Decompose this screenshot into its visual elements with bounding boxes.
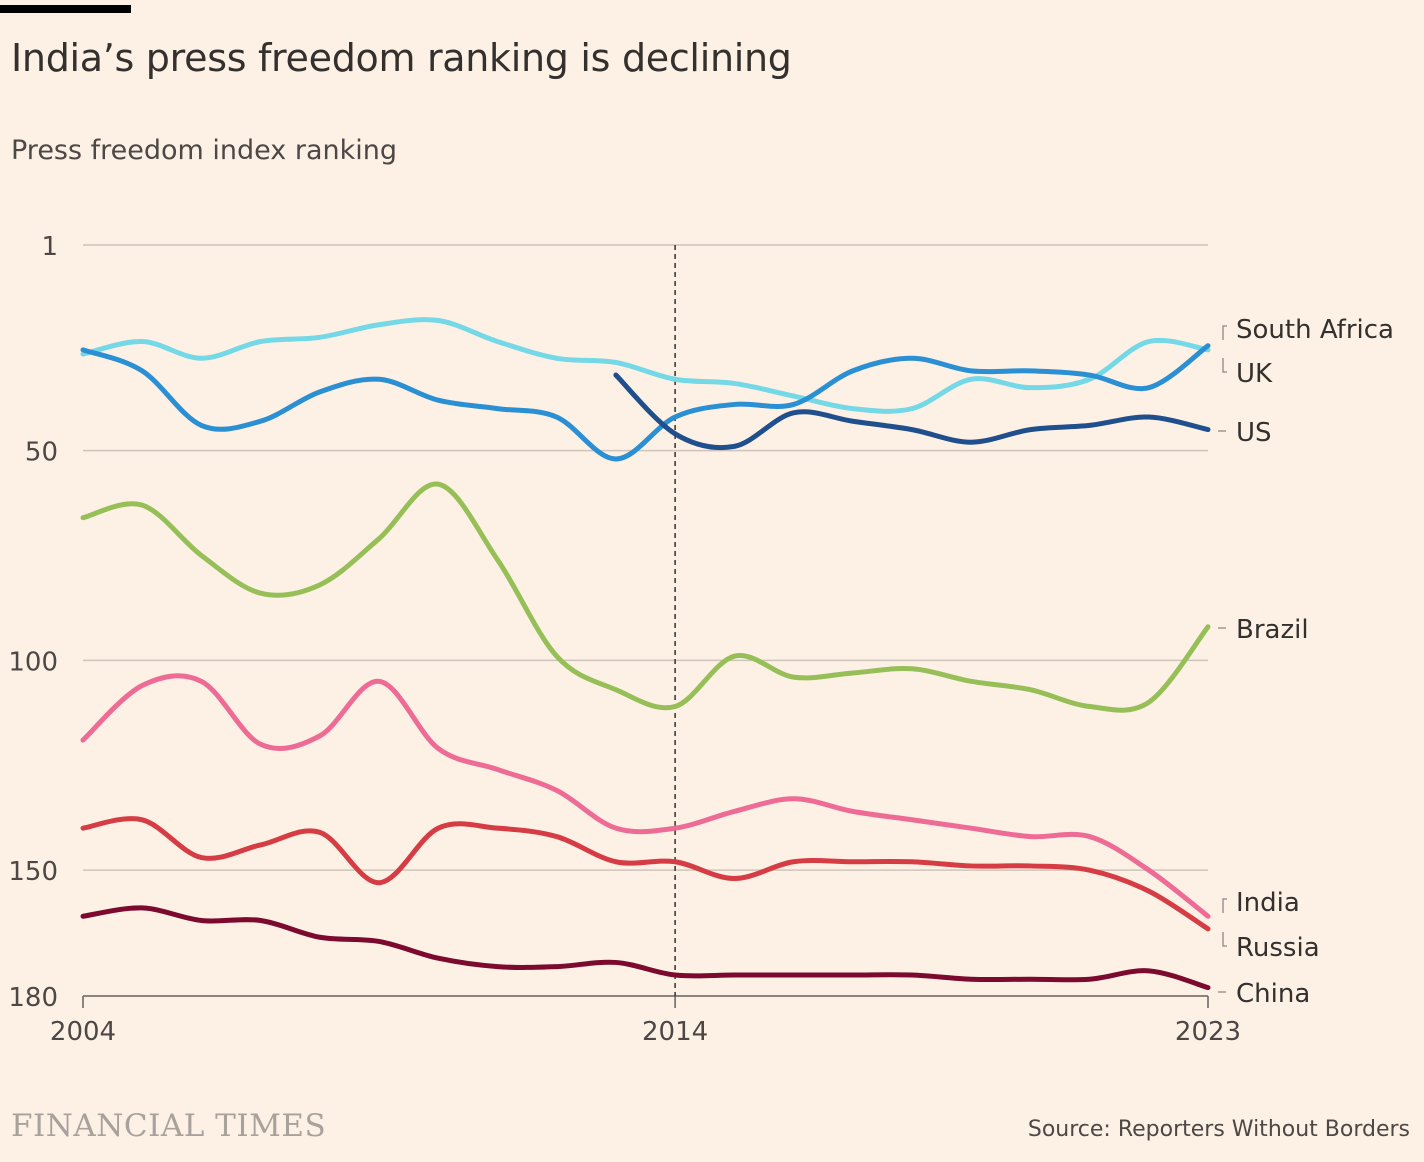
- chart-subtitle: Press freedom index ranking: [11, 135, 398, 166]
- ft-logo: FINANCIAL TIMES: [11, 1108, 327, 1144]
- y-tick-label: 50: [25, 438, 58, 468]
- top-accent-bar: [0, 5, 131, 13]
- series-line-us: [613, 372, 1211, 451]
- label-bracket: [1222, 325, 1227, 373]
- series-line-russia: [80, 816, 1211, 932]
- series-label-us: US: [1236, 418, 1272, 448]
- y-tick-label: 100: [8, 647, 58, 677]
- series-line-uk: [80, 343, 1211, 462]
- series-line-brazil: [80, 481, 1211, 713]
- series-line-india: [80, 673, 1211, 919]
- x-tick-label: 2004: [50, 1017, 116, 1047]
- source-note: Source: Reporters Without Borders: [1027, 1117, 1410, 1142]
- series-label-brazil: Brazil: [1236, 615, 1309, 645]
- chart-title: India’s press freedom ranking is declini…: [11, 36, 792, 80]
- y-tick-label: 150: [8, 857, 58, 887]
- series-line-china: [80, 905, 1211, 991]
- series-label-uk: UK: [1236, 359, 1273, 389]
- label-bracket: [1222, 898, 1227, 947]
- series-label-russia: Russia: [1236, 933, 1320, 963]
- x-tick-label: 2023: [1175, 1017, 1241, 1047]
- series-label-india: India: [1236, 888, 1300, 918]
- series-line-south-africa: [80, 317, 1211, 414]
- y-tick-label: 180: [8, 983, 58, 1013]
- series-label-south-africa: South Africa: [1236, 315, 1394, 345]
- x-tick-label: 2014: [642, 1017, 708, 1047]
- y-tick-label: 1: [41, 232, 58, 262]
- series-label-china: China: [1236, 979, 1310, 1009]
